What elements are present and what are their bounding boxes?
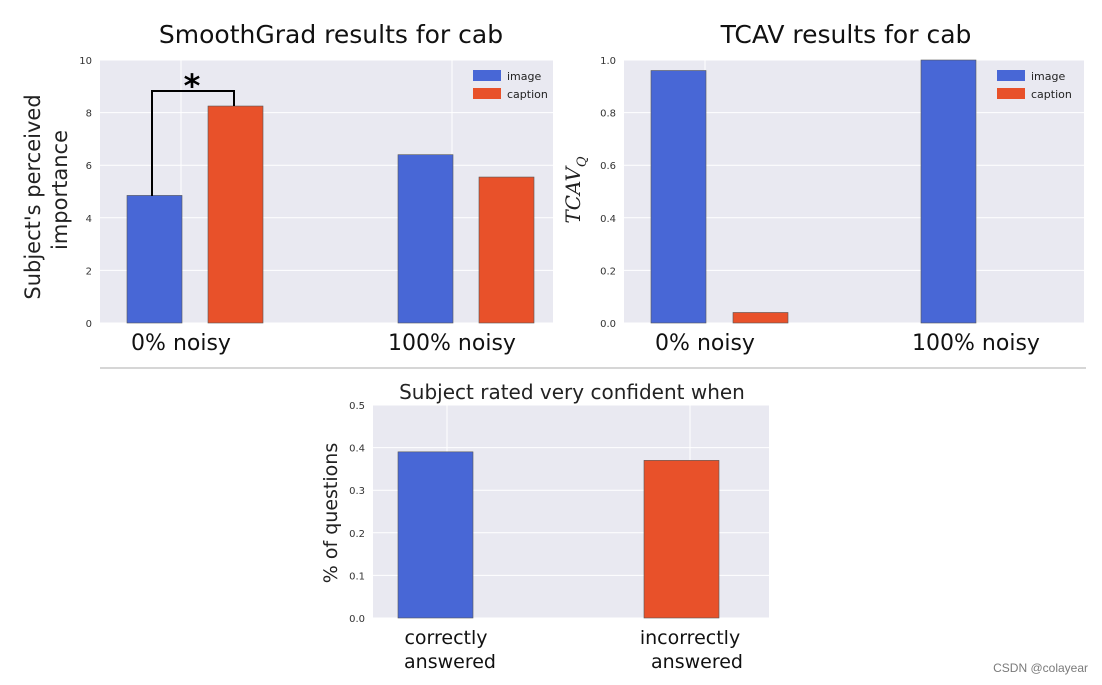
legend-swatch-image (473, 70, 501, 81)
smoothgrad-chart: SmoothGrad results for cab 0 2 4 6 8 10 Subje… (21, 20, 553, 356)
smoothgrad-bar-image-1 (397, 154, 454, 324)
tcav-ytick-3: 0.6 (600, 161, 616, 172)
smoothgrad-bar-caption-1 (478, 176, 535, 324)
tcav-bar-caption-0 (732, 312, 789, 324)
smoothgrad-ytick-5: 10 (79, 56, 92, 67)
tcav-ylabel: TCAVQ (561, 156, 590, 224)
smoothgrad-bar-image-0 (126, 195, 183, 324)
confidence-chart: Subject rated very confident when 0.0 0.1… (320, 380, 769, 673)
tcav-ylabel-main: TCAV (561, 165, 585, 224)
confidence-category-0-line2: answered (404, 651, 496, 673)
confidence-title: Subject rated very confident when (399, 380, 745, 404)
confidence-category-1-line2: answered (651, 651, 743, 673)
legend-swatch-caption (473, 88, 501, 99)
confidence-bar-1 (643, 460, 720, 619)
tcav-ytick-5: 1.0 (600, 56, 616, 67)
smoothgrad-legend: image caption (473, 70, 548, 101)
tcav-bar-image-0 (650, 70, 707, 324)
legend-label-image: image (1031, 70, 1065, 83)
tcav-ytick-2: 0.4 (600, 214, 616, 225)
confidence-ylabel: % of questions (320, 443, 342, 583)
legend-swatch-image (997, 70, 1025, 81)
watermark: CSDN @colayear (993, 661, 1088, 675)
confidence-ytick-3: 0.3 (349, 486, 365, 497)
smoothgrad-ytick-3: 6 (86, 161, 92, 172)
confidence-bar-0 (397, 451, 474, 619)
tcav-bar-image-1 (920, 59, 977, 324)
smoothgrad-title: SmoothGrad results for cab (159, 20, 503, 49)
legend-label-caption: caption (507, 88, 548, 101)
confidence-ytick-2: 0.2 (349, 529, 365, 540)
smoothgrad-bar-caption-0 (207, 105, 264, 324)
confidence-category-0-line1: correctly (404, 627, 487, 649)
confidence-ytick-0: 0.0 (349, 614, 365, 625)
confidence-ytick-5: 0.5 (349, 401, 365, 412)
legend-label-caption: caption (1031, 88, 1072, 101)
legend-label-image: image (507, 70, 541, 83)
significance-star: * (184, 67, 201, 105)
smoothgrad-ylabel-line1: Subject's perceived (21, 94, 45, 299)
tcav-ytick-0: 0.0 (600, 319, 616, 330)
tcav-ytick-4: 0.8 (600, 109, 616, 120)
smoothgrad-ytick-1: 2 (86, 266, 92, 277)
tcav-chart: TCAV results for cab 0.00.20.40.60.81.0 … (561, 20, 1084, 356)
smoothgrad-ylabel-line2: importance (48, 130, 72, 250)
tcav-title: TCAV results for cab (720, 20, 972, 49)
confidence-ytick-4: 0.4 (349, 444, 365, 455)
smoothgrad-category-0: 0% noisy (131, 331, 231, 356)
smoothgrad-ytick-2: 4 (86, 214, 92, 225)
tcav-ytick-1: 0.2 (600, 266, 616, 277)
confidence-ytick-1: 0.1 (349, 571, 365, 582)
confidence-category-1-line1: incorrectly (640, 627, 740, 649)
significance-bracket: * (151, 67, 235, 196)
legend-swatch-caption (997, 88, 1025, 99)
smoothgrad-ytick-0: 0 (86, 319, 92, 330)
smoothgrad-ytick-4: 8 (86, 109, 92, 120)
significance-bracket-line (151, 90, 235, 196)
tcav-category-1: 100% noisy (912, 331, 1040, 356)
tcav-category-0: 0% noisy (655, 331, 755, 356)
smoothgrad-category-1: 100% noisy (388, 331, 516, 356)
tcav-ylabel-subscript: Q (575, 156, 590, 167)
tcav-legend: image caption (997, 70, 1072, 101)
